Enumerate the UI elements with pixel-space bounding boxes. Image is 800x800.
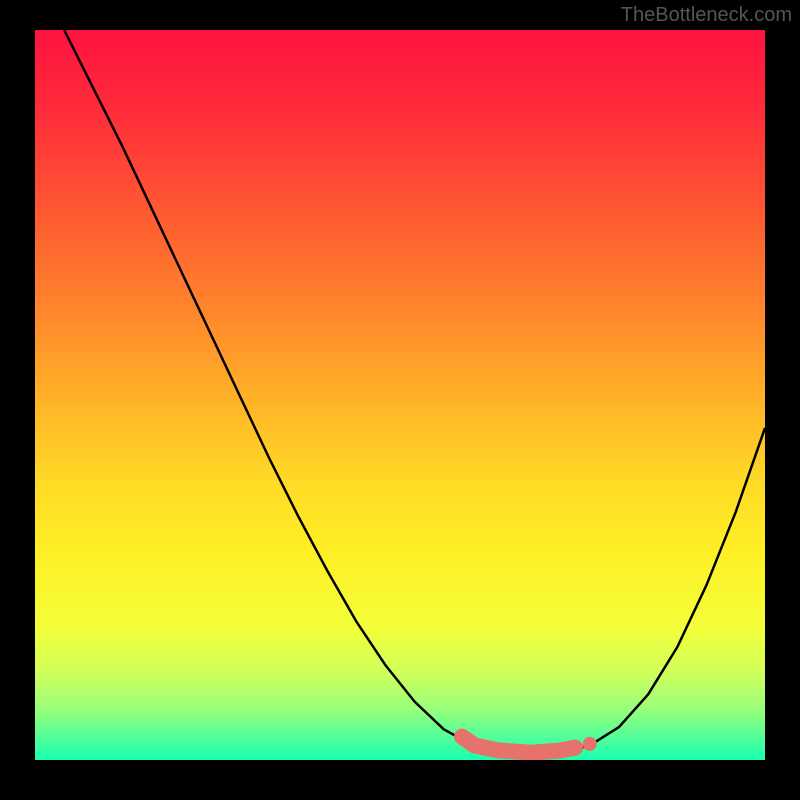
valley-end-dot bbox=[583, 737, 597, 751]
watermark-text: TheBottleneck.com bbox=[621, 4, 792, 27]
valley-marker bbox=[462, 737, 575, 753]
plot-area bbox=[35, 30, 765, 760]
bottleneck-curve bbox=[64, 30, 765, 754]
chart-svg bbox=[35, 30, 765, 760]
